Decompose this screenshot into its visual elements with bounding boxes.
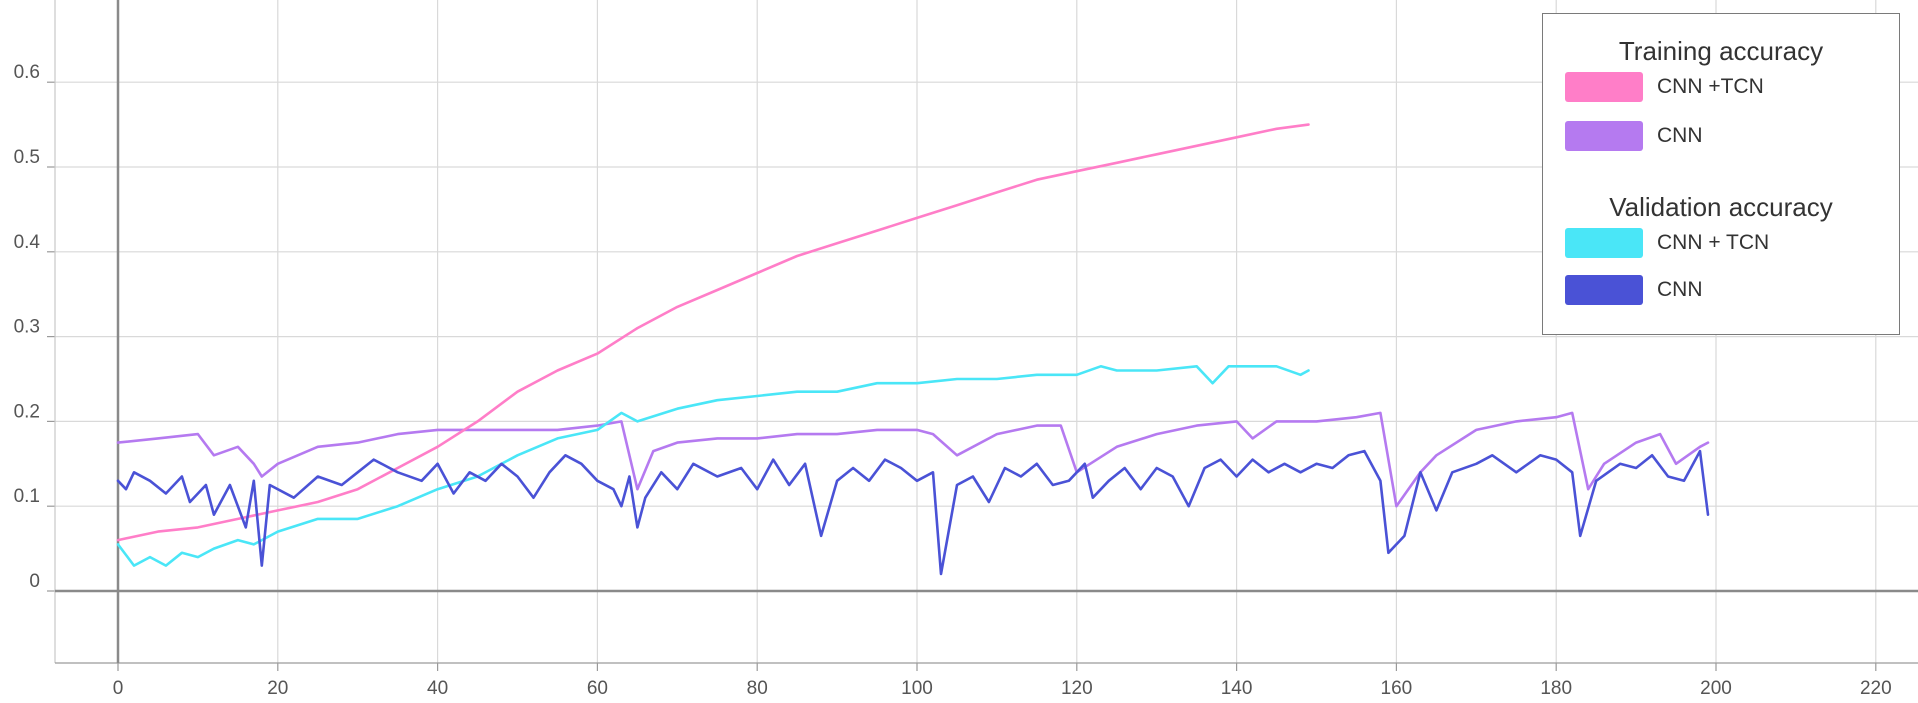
legend-swatch-training-cnn bbox=[1565, 121, 1643, 151]
x-tick-label: 40 bbox=[427, 678, 448, 699]
y-tick-label: 0.4 bbox=[14, 232, 41, 253]
legend-item-validation-cnn[interactable]: CNN bbox=[1565, 274, 1703, 306]
series-line-2 bbox=[116, 364, 1310, 567]
y-tick-label: 0 bbox=[29, 571, 40, 592]
legend-label: CNN + TCN bbox=[1657, 231, 1770, 254]
legend-item-training-cnn-tcn[interactable]: CNN +TCN bbox=[1565, 71, 1764, 103]
x-tick-label: 180 bbox=[1540, 678, 1572, 699]
y-tick-label: 0.3 bbox=[14, 317, 40, 338]
legend-swatch-validation-cnn bbox=[1565, 275, 1643, 305]
x-tick-label: 60 bbox=[587, 678, 608, 699]
legend-item-training-cnn[interactable]: CNN bbox=[1565, 120, 1703, 152]
x-tick-label: 80 bbox=[747, 678, 768, 699]
x-tick-label: 200 bbox=[1700, 678, 1732, 699]
legend-label: CNN bbox=[1657, 124, 1703, 147]
legend: Training accuracy CNN +TCN CNN Validatio… bbox=[1542, 13, 1900, 335]
series-line-0 bbox=[116, 123, 1310, 542]
x-tick-label: 100 bbox=[901, 678, 933, 699]
legend-swatch-validation-cnn-tcn bbox=[1565, 228, 1643, 258]
x-tick-label: 20 bbox=[267, 678, 288, 699]
x-tick-label: 0 bbox=[113, 678, 124, 699]
data-series bbox=[116, 123, 1710, 576]
y-tick-label: 0.1 bbox=[14, 486, 40, 507]
series-line-3 bbox=[116, 449, 1710, 576]
y-tick-label: 0.6 bbox=[14, 62, 40, 83]
legend-title-validation: Validation accuracy bbox=[1609, 192, 1833, 222]
legend-swatch-training-cnn-tcn bbox=[1565, 72, 1643, 102]
series-line-1 bbox=[116, 411, 1710, 508]
legend-title-training: Training accuracy bbox=[1618, 36, 1824, 66]
x-tick-label: 140 bbox=[1221, 678, 1253, 699]
legend-label: CNN bbox=[1657, 278, 1703, 301]
tick-labels: 0 20 40 60 80 100 120 140 160 180 200 220 0 0.1 0.2 0.3… bbox=[14, 62, 1892, 699]
x-tick-label: 220 bbox=[1860, 678, 1892, 699]
legend-label: CNN +TCN bbox=[1657, 75, 1764, 98]
y-tick-label: 0.2 bbox=[14, 401, 40, 422]
legend-item-validation-cnn-tcn[interactable]: CNN + TCN bbox=[1565, 227, 1769, 259]
x-tick-label: 120 bbox=[1061, 678, 1093, 699]
x-tick-label: 160 bbox=[1381, 678, 1413, 699]
axes bbox=[47, 0, 1918, 671]
y-tick-label: 0.5 bbox=[14, 147, 40, 168]
